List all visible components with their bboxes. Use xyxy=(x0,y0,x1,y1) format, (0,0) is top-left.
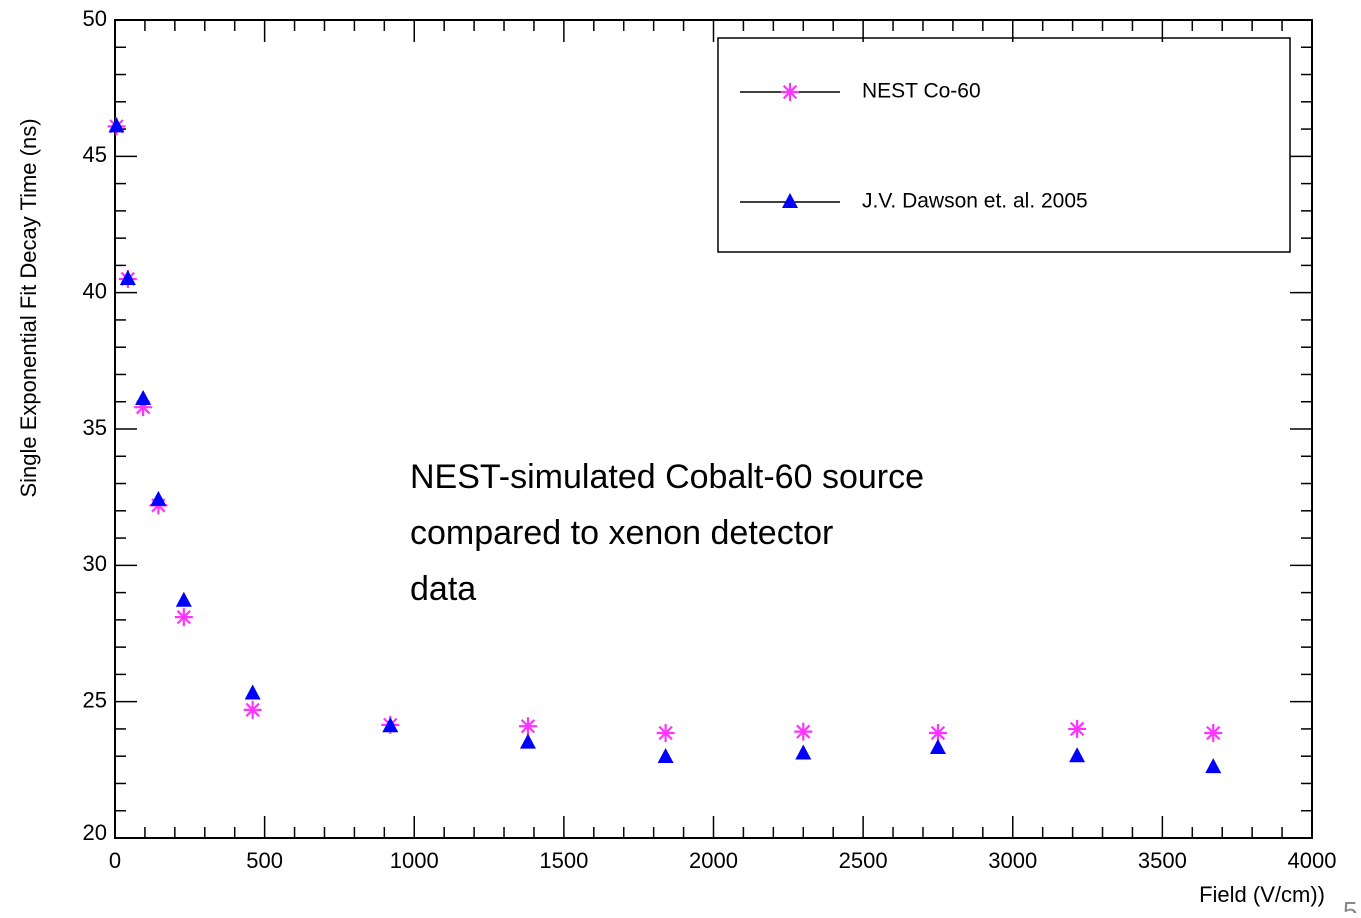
y-axis-title: Single Exponential Fit Decay Time (ns) xyxy=(16,118,41,497)
star-marker xyxy=(243,700,262,719)
x-tick-label: 3000 xyxy=(988,848,1037,873)
x-tick-label: 0 xyxy=(109,848,121,873)
star-marker xyxy=(1204,724,1223,743)
legend-label: J.V. Dawson et. al. 2005 xyxy=(862,190,1088,213)
star-marker xyxy=(928,724,947,743)
y-tick-label: 40 xyxy=(83,278,107,303)
x-tick-label: 2500 xyxy=(839,848,888,873)
x-tick-label: 3500 xyxy=(1138,848,1187,873)
triangle-marker xyxy=(382,717,399,733)
star-marker xyxy=(656,724,675,743)
y-tick-label: 30 xyxy=(83,551,107,576)
triangle-marker xyxy=(108,117,125,133)
y-tick-label: 25 xyxy=(83,687,107,712)
legend-box xyxy=(717,37,1291,253)
x-tick-label: 1500 xyxy=(539,848,588,873)
annotation: compared to xenon detector xyxy=(410,514,833,552)
annotation: data xyxy=(410,570,476,608)
triangle-marker xyxy=(244,684,261,700)
star-marker xyxy=(1068,719,1087,738)
triangle-marker xyxy=(657,748,674,764)
triangle-marker xyxy=(150,490,167,506)
annotation: NEST-simulated Cobalt-60 source xyxy=(410,458,924,496)
x-tick-label: 500 xyxy=(246,848,283,873)
triangle-marker xyxy=(1205,758,1222,774)
x-axis-title: Field (V/cm)) xyxy=(1199,882,1325,907)
x-tick-label: 1000 xyxy=(390,848,439,873)
y-tick-label: 35 xyxy=(83,415,107,440)
x-tick-label: 4000 xyxy=(1288,848,1337,873)
triangle-marker xyxy=(1069,747,1086,763)
triangle-marker xyxy=(135,390,152,406)
y-tick-label: 20 xyxy=(83,820,107,845)
page-number: 5 xyxy=(1343,896,1357,913)
triangle-marker xyxy=(519,733,536,749)
star-marker xyxy=(174,608,193,627)
y-tick-label: 50 xyxy=(83,6,107,31)
star-marker xyxy=(518,717,537,736)
triangle-marker xyxy=(175,591,192,607)
star-marker xyxy=(794,722,813,741)
x-tick-label: 2000 xyxy=(689,848,738,873)
legend-label: NEST Co-60 xyxy=(862,80,981,103)
legend-marker xyxy=(782,193,798,208)
star-marker xyxy=(134,398,153,417)
triangle-marker xyxy=(795,744,812,760)
legend-marker xyxy=(781,83,799,101)
triangle-marker xyxy=(929,739,946,755)
y-tick-label: 45 xyxy=(83,142,107,167)
triangle-marker xyxy=(119,270,136,286)
